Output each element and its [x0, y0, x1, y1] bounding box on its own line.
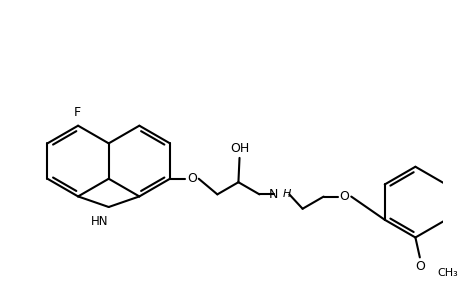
Text: OH: OH	[230, 142, 249, 154]
Text: N: N	[269, 188, 278, 201]
Text: HN: HN	[91, 215, 108, 228]
Text: O: O	[339, 190, 349, 203]
Text: H: H	[282, 189, 291, 200]
Text: O: O	[414, 260, 424, 273]
Text: O: O	[187, 172, 196, 185]
Text: CH₃: CH₃	[437, 268, 457, 278]
Text: F: F	[73, 106, 80, 119]
